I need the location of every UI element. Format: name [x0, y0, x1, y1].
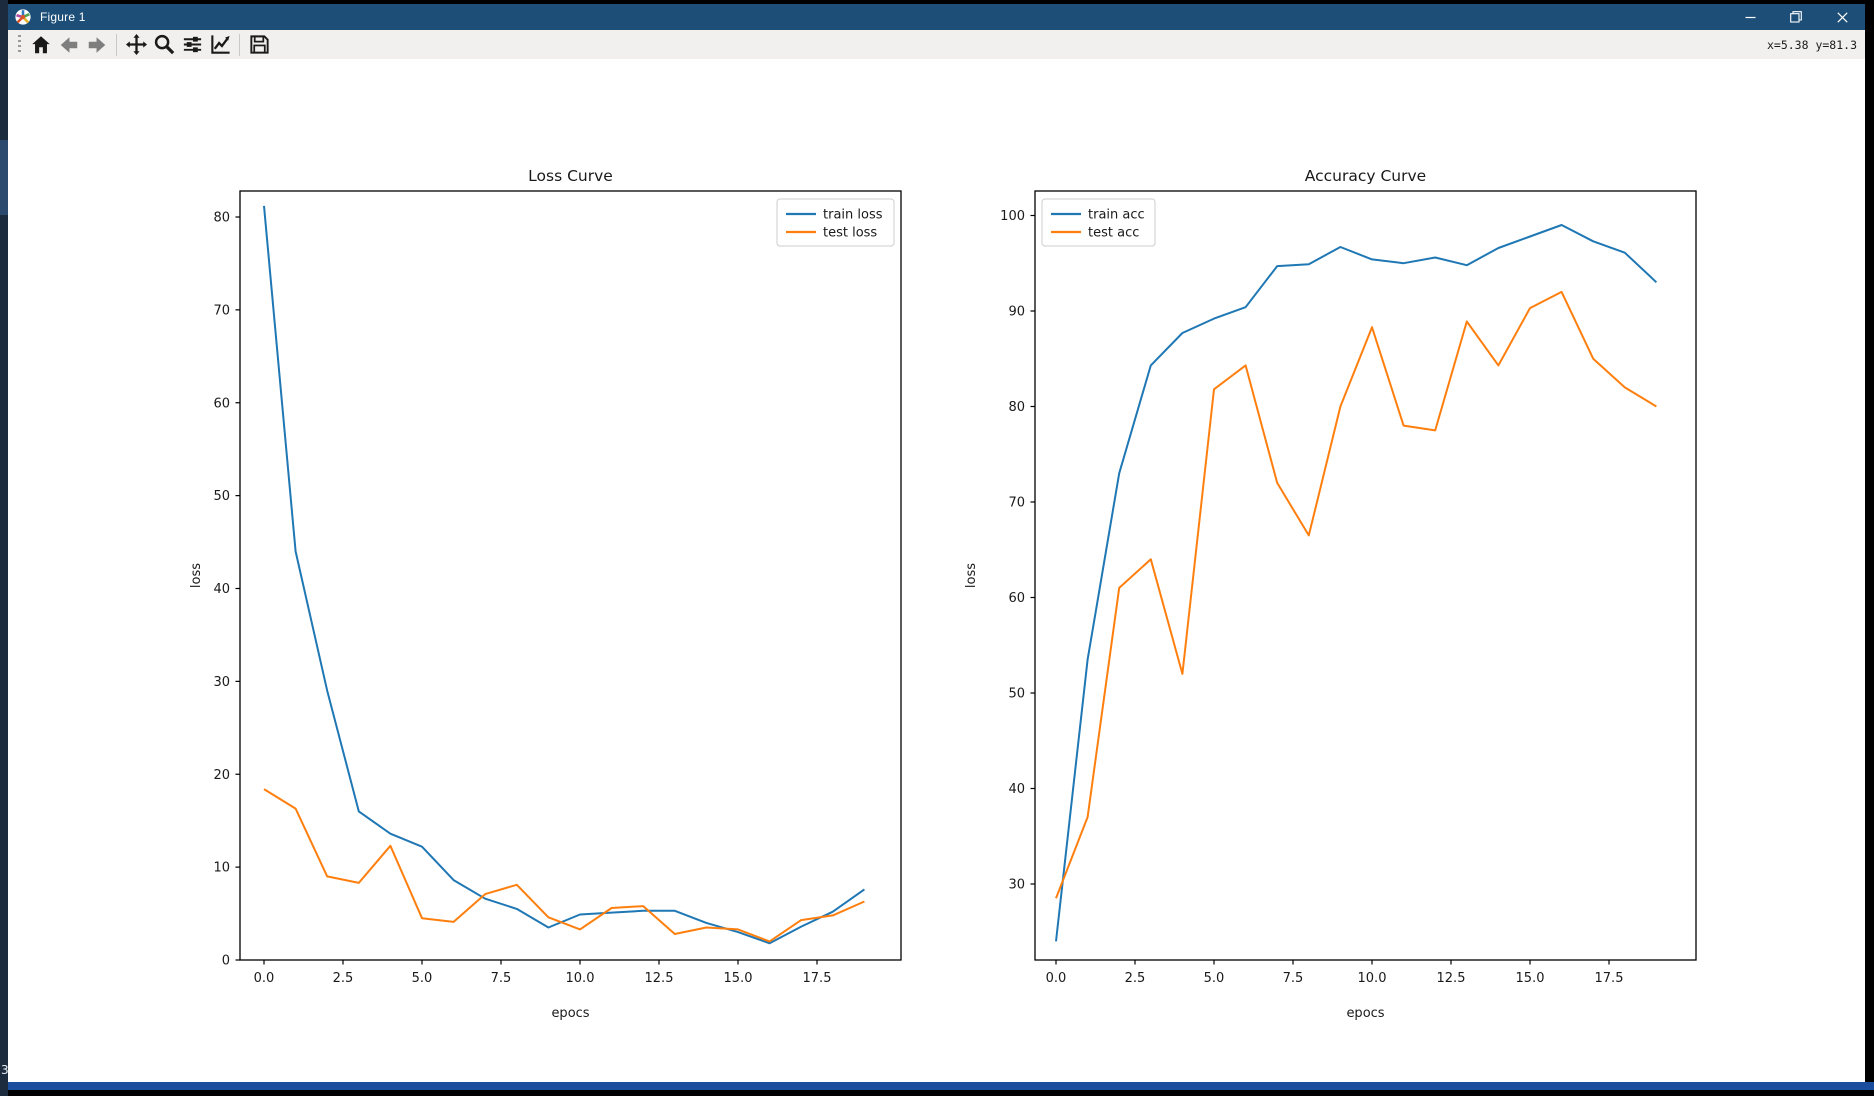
background-window-highlight: [0, 140, 8, 215]
titlebar[interactable]: Figure 1: [8, 4, 1865, 30]
svg-text:10.0: 10.0: [566, 971, 595, 986]
toolbar-separator: [239, 33, 240, 56]
minimize-button[interactable]: [1727, 4, 1773, 30]
pan-move-icon: [125, 33, 147, 56]
background-badge: 3: [1, 1063, 9, 1077]
svg-text:80: 80: [1008, 400, 1025, 415]
toolbar-grip-handle[interactable]: [18, 34, 21, 55]
curve-options-icon: [210, 35, 230, 54]
save-button[interactable]: [246, 32, 272, 58]
svg-text:30: 30: [213, 675, 230, 690]
svg-text:20: 20: [213, 768, 230, 783]
svg-text:Loss Curve: Loss Curve: [528, 167, 613, 185]
svg-text:epocs: epocs: [1346, 1006, 1384, 1021]
figure-window: Figure 1: [8, 4, 1865, 1082]
svg-text:10.0: 10.0: [1358, 971, 1387, 986]
svg-text:40: 40: [1008, 782, 1025, 797]
plots-svg[interactable]: 0.0 2.5 5.0 7.5 10.0 12.5 15.0 17.5 0 10 20 30 40 50 6…: [8, 59, 1865, 1082]
cursor-coordinates-readout: x=5.38 y=81.3: [1766, 37, 1857, 52]
svg-text:50: 50: [1008, 687, 1025, 702]
back-button[interactable]: [56, 32, 82, 58]
svg-text:90: 90: [1008, 305, 1025, 320]
forward-arrow-icon: [88, 36, 106, 53]
restore-button[interactable]: [1773, 4, 1819, 30]
zoom-button[interactable]: [151, 32, 177, 58]
close-icon: [1836, 11, 1848, 23]
navigation-toolbar: x=5.38 y=81.3: [8, 30, 1865, 60]
svg-text:test loss: test loss: [823, 226, 877, 241]
svg-text:5.0: 5.0: [412, 971, 433, 986]
sliders-icon: [183, 36, 201, 53]
svg-text:30: 30: [1008, 878, 1025, 893]
svg-text:70: 70: [1008, 496, 1025, 511]
svg-text:15.0: 15.0: [724, 971, 753, 986]
pan-button[interactable]: [123, 32, 149, 58]
svg-text:40: 40: [213, 582, 230, 597]
home-button[interactable]: [28, 32, 54, 58]
svg-text:2.5: 2.5: [1125, 971, 1146, 986]
back-arrow-icon: [60, 36, 78, 53]
save-floppy-icon: [249, 35, 269, 54]
magnifier-icon: [154, 34, 174, 55]
window-controls: [1727, 4, 1865, 30]
svg-text:Accuracy Curve: Accuracy Curve: [1305, 167, 1426, 185]
svg-text:epocs: epocs: [551, 1006, 589, 1021]
edit-parameters-button[interactable]: [207, 32, 233, 58]
svg-text:17.5: 17.5: [803, 971, 832, 986]
svg-text:12.5: 12.5: [1437, 971, 1466, 986]
restore-icon: [1790, 11, 1802, 23]
svg-text:80: 80: [213, 211, 230, 226]
minimize-icon: [1745, 16, 1755, 18]
svg-text:0.0: 0.0: [1046, 971, 1067, 986]
svg-text:loss: loss: [964, 563, 979, 588]
svg-text:0: 0: [222, 954, 230, 969]
svg-text:12.5: 12.5: [645, 971, 674, 986]
matplotlib-logo-icon: [15, 9, 31, 25]
svg-text:10: 10: [213, 861, 230, 876]
svg-text:train loss: train loss: [823, 208, 883, 223]
configure-subplots-button[interactable]: [179, 32, 205, 58]
home-icon: [32, 35, 50, 53]
toolbar-separator: [116, 33, 117, 56]
svg-text:17.5: 17.5: [1595, 971, 1624, 986]
figure-canvas[interactable]: 0.0 2.5 5.0 7.5 10.0 12.5 15.0 17.5 0 10 20 30 40 50 6…: [8, 59, 1865, 1082]
svg-text:60: 60: [213, 396, 230, 411]
svg-text:15.0: 15.0: [1516, 971, 1545, 986]
svg-text:test acc: test acc: [1088, 226, 1139, 241]
window-title: Figure 1: [40, 10, 86, 24]
svg-text:60: 60: [1008, 591, 1025, 606]
svg-text:70: 70: [213, 303, 230, 318]
svg-text:5.0: 5.0: [1204, 971, 1225, 986]
background-window-edge: [0, 0, 8, 1096]
svg-text:7.5: 7.5: [1283, 971, 1304, 986]
svg-text:0.0: 0.0: [254, 971, 275, 986]
svg-text:loss: loss: [189, 563, 204, 588]
svg-text:50: 50: [213, 489, 230, 504]
svg-text:7.5: 7.5: [491, 971, 512, 986]
svg-text:100: 100: [1000, 209, 1025, 224]
close-button[interactable]: [1819, 4, 1865, 30]
svg-text:2.5: 2.5: [333, 971, 354, 986]
background-window-strip: [8, 1082, 1874, 1090]
svg-text:train acc: train acc: [1088, 208, 1145, 223]
forward-button[interactable]: [84, 32, 110, 58]
